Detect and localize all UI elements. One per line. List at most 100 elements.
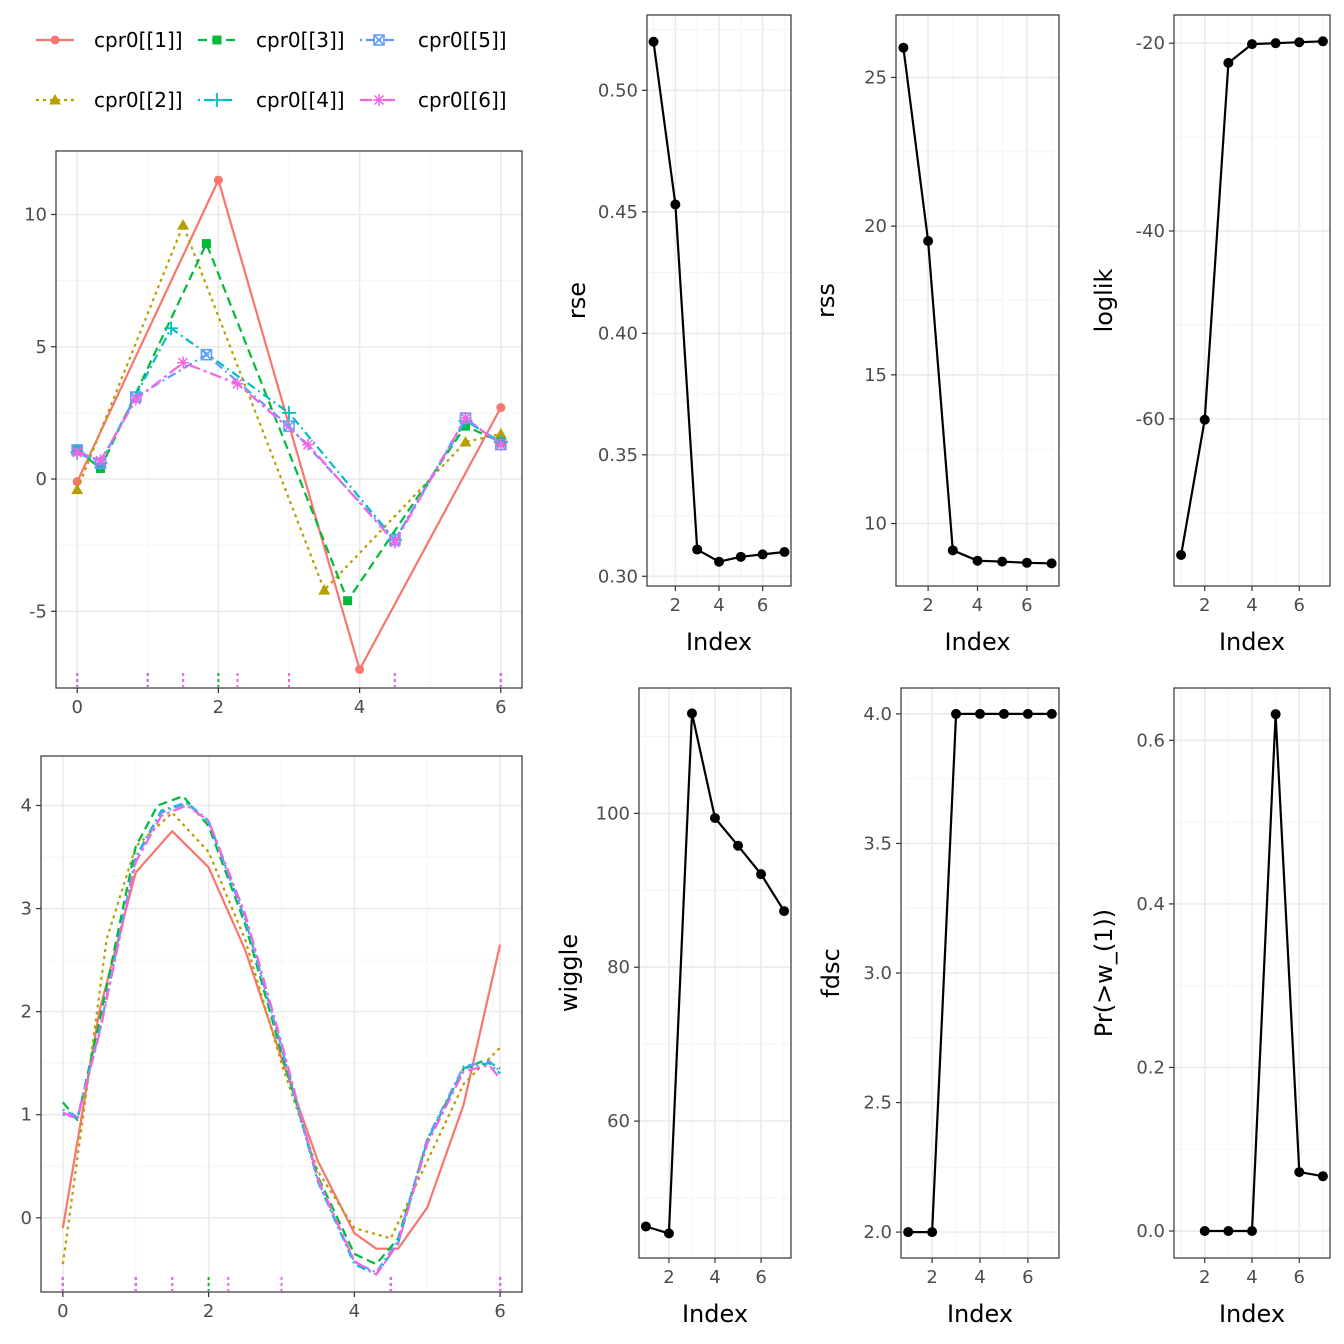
data-point — [648, 36, 659, 47]
data-point — [670, 199, 681, 210]
data-point — [72, 477, 82, 487]
x-tick-label: 6 — [494, 1301, 505, 1322]
data-point — [494, 438, 507, 451]
rse-plot: 2 4 6 0.30 0.35 0.40 0.45 0.50 Index rse — [563, 14, 792, 656]
data-point — [459, 435, 472, 447]
data-point — [94, 454, 107, 467]
y-tick-label: 0.6 — [1136, 730, 1165, 751]
y-tick-label: -40 — [1136, 221, 1165, 242]
data-point — [1294, 1167, 1305, 1178]
x-tick-label: 6 — [1294, 1267, 1305, 1288]
data-point — [343, 596, 353, 606]
x-tick-label: 2 — [213, 697, 224, 718]
data-point — [927, 1227, 938, 1238]
y-tick-label: 3 — [21, 899, 32, 920]
y-tick-label: 25 — [864, 67, 887, 88]
data-point — [640, 1221, 651, 1232]
data-point — [757, 549, 768, 560]
y-tick-label: 1 — [21, 1105, 32, 1126]
grid — [41, 756, 522, 1292]
series-line — [62, 804, 501, 1276]
y-tick-label: 2.0 — [863, 1222, 892, 1243]
data-point — [692, 544, 703, 555]
legend-key-marker — [210, 93, 224, 107]
data-point — [686, 708, 697, 719]
x-axis-title: Index — [682, 1300, 748, 1328]
y-tick-label: 10 — [24, 204, 47, 225]
x-tick-label: 4 — [974, 1267, 985, 1288]
y-axis-title: rss — [812, 283, 840, 318]
y-tick-label: 0.4 — [1136, 894, 1165, 915]
data-point — [735, 551, 746, 562]
y-tick-label: 0.2 — [1136, 1057, 1165, 1078]
data-point — [779, 906, 790, 917]
panel-border — [40, 755, 523, 1293]
y-tick-label: 60 — [607, 1111, 630, 1132]
data-point — [1270, 38, 1281, 49]
y-axis-title: loglik — [1090, 268, 1118, 332]
data-point — [1294, 37, 1305, 48]
y-tick-label: 0.0 — [1136, 1221, 1165, 1242]
data-point — [1317, 36, 1328, 47]
y-tick-label: -20 — [1136, 33, 1165, 54]
data-point — [1223, 1226, 1234, 1237]
y-tick-label: 0.45 — [598, 202, 638, 223]
grid — [901, 688, 1059, 1258]
data-point — [663, 1228, 674, 1239]
x-axis-title: Index — [947, 1300, 1013, 1328]
x-tick-label: 0 — [57, 1301, 68, 1322]
data-point — [733, 840, 744, 851]
series-line — [76, 242, 502, 602]
x-axis-title: Index — [686, 628, 752, 656]
y-tick-label: 0.30 — [598, 566, 638, 587]
x-axis-title: Index — [944, 628, 1010, 656]
data-point — [1021, 557, 1032, 568]
y-tick-label: 4.0 — [863, 704, 892, 725]
y-axis-title: wiggle — [555, 934, 583, 1012]
x-tick-label: 2 — [203, 1301, 214, 1322]
x-tick-label: 4 — [349, 1301, 360, 1322]
series-line — [61, 811, 501, 1265]
data-point — [997, 556, 1008, 567]
y-tick-label: 2 — [21, 1002, 32, 1023]
data-point — [714, 556, 724, 567]
data-point — [177, 219, 190, 230]
x-tick-label: 2 — [1199, 595, 1210, 616]
x-tick-label: 6 — [495, 697, 506, 718]
legend-label: cpr0[[2]] — [94, 88, 183, 112]
legend-item: cpr0[[3]] — [198, 28, 345, 52]
x-tick-label: 4 — [709, 1267, 720, 1288]
x-tick-label: 2 — [926, 1267, 937, 1288]
y-tick-label: 5 — [36, 337, 47, 358]
legend-label: cpr0[[5]] — [418, 28, 507, 52]
data-point — [972, 555, 983, 566]
panel-border — [55, 150, 523, 689]
loglik-plot: 2 4 6 -60 -40 -20 Index loglik — [1090, 14, 1331, 656]
y-tick-label: 10 — [864, 514, 887, 535]
data-point — [947, 545, 958, 556]
y-tick-label: 0.40 — [598, 323, 638, 344]
data-point — [779, 546, 790, 557]
grid — [56, 151, 522, 688]
x-tick-label: 4 — [1246, 595, 1257, 616]
grid — [647, 15, 791, 586]
grid — [1174, 688, 1330, 1258]
data-point — [1247, 39, 1257, 50]
y-tick-label: 4 — [21, 795, 32, 816]
data-point — [71, 483, 84, 495]
data-point — [951, 708, 962, 719]
x-tick-label: 6 — [755, 1267, 766, 1288]
y-tick-label: 80 — [607, 957, 630, 978]
data-point — [1317, 1171, 1328, 1182]
data-point — [756, 869, 767, 880]
data-point — [496, 403, 506, 413]
data-point — [355, 664, 365, 674]
y-axis-title: fdsc — [817, 948, 845, 997]
x-axis-title: Index — [1219, 1300, 1285, 1328]
y-tick-label: 0.50 — [598, 80, 638, 101]
y-tick-label: 100 — [596, 803, 630, 824]
y-tick-label: 2.5 — [863, 1093, 892, 1114]
y-axis-title: Pr(>w_(1)) — [1090, 909, 1118, 1037]
legend-key-marker — [212, 35, 222, 45]
